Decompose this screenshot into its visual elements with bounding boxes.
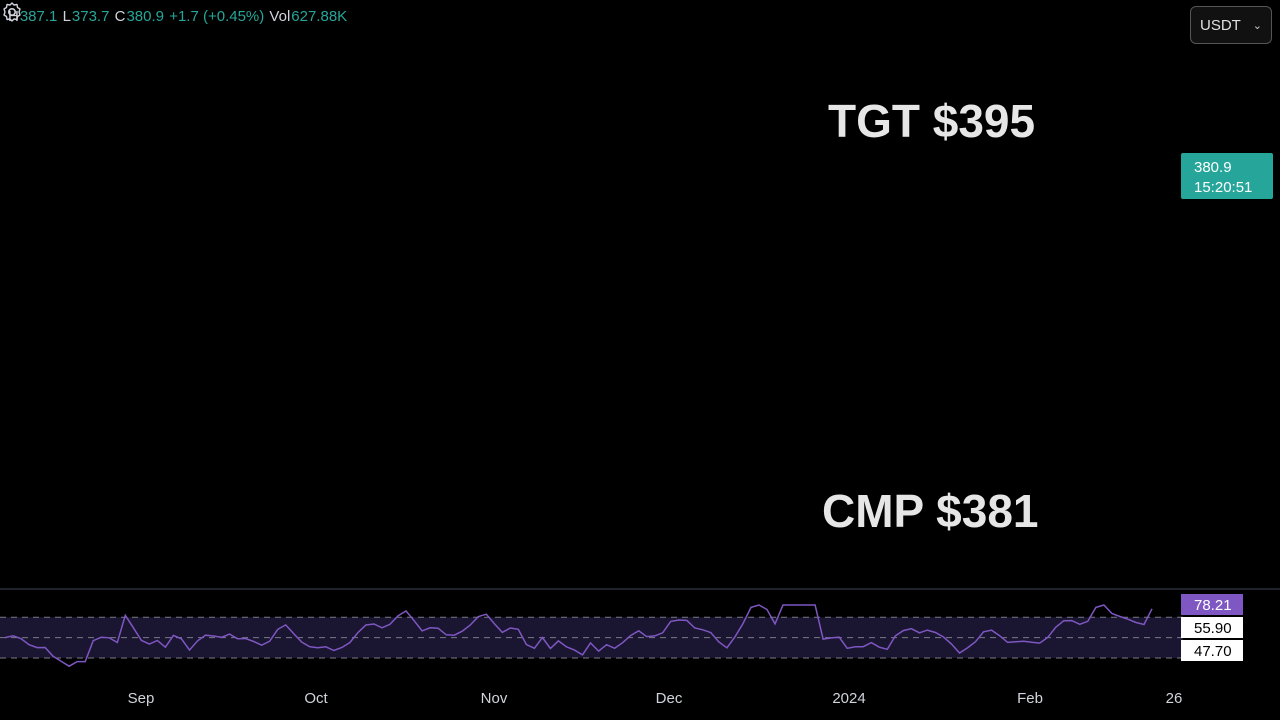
x-axis-tick-label: Feb (1017, 690, 1043, 707)
gear-icon[interactable] (0, 0, 24, 24)
x-axis-tick-label: 2024 (832, 690, 865, 707)
rsi-badge-value: 47.70 (1194, 643, 1232, 660)
price-badge-value: 380.9 (1194, 159, 1232, 176)
countdown-timer: 15:20:51 (1194, 179, 1252, 196)
high-label: H (8, 8, 19, 25)
ohlc-legend: H387.1 L373.7 C380.9 +1.7 (+0.45%) Vol62… (8, 8, 348, 25)
rsi-badge-value: 78.21 (1194, 597, 1232, 614)
cmp-annotation: CMP $381 (822, 485, 1039, 537)
rsi-badge (1181, 617, 1243, 638)
rsi-line (4, 604, 1153, 668)
currency-selector[interactable]: USDT ⌄ (1190, 6, 1272, 44)
change-value: +1.7 (+0.45%) (169, 8, 265, 25)
rsi-badge (1181, 640, 1243, 661)
rsi-band (0, 617, 1183, 658)
currency-label: USDT (1200, 16, 1241, 34)
volume-label: Vol (269, 8, 291, 25)
volume-value: 627.88K (291, 8, 348, 25)
close-label: C (114, 8, 126, 25)
high-value: 387.1 (19, 8, 58, 25)
rsi-badge-value: 55.90 (1194, 620, 1232, 637)
chevron-down-icon: ⌄ (1252, 19, 1262, 32)
x-axis-tick-label: Oct (304, 690, 328, 707)
low-value: 373.7 (71, 8, 110, 25)
x-axis-tick-label: Nov (481, 690, 508, 707)
x-axis-tick-label: Dec (656, 690, 683, 707)
rsi-badge (1181, 594, 1243, 615)
target-annotation: TGT $395 (828, 95, 1035, 147)
price-badge (1181, 153, 1273, 199)
low-label: L (62, 8, 71, 25)
close-value: 380.9 (126, 8, 165, 25)
x-axis-tick-label: 26 (1166, 690, 1183, 707)
x-axis-tick-label: Sep (128, 690, 155, 707)
